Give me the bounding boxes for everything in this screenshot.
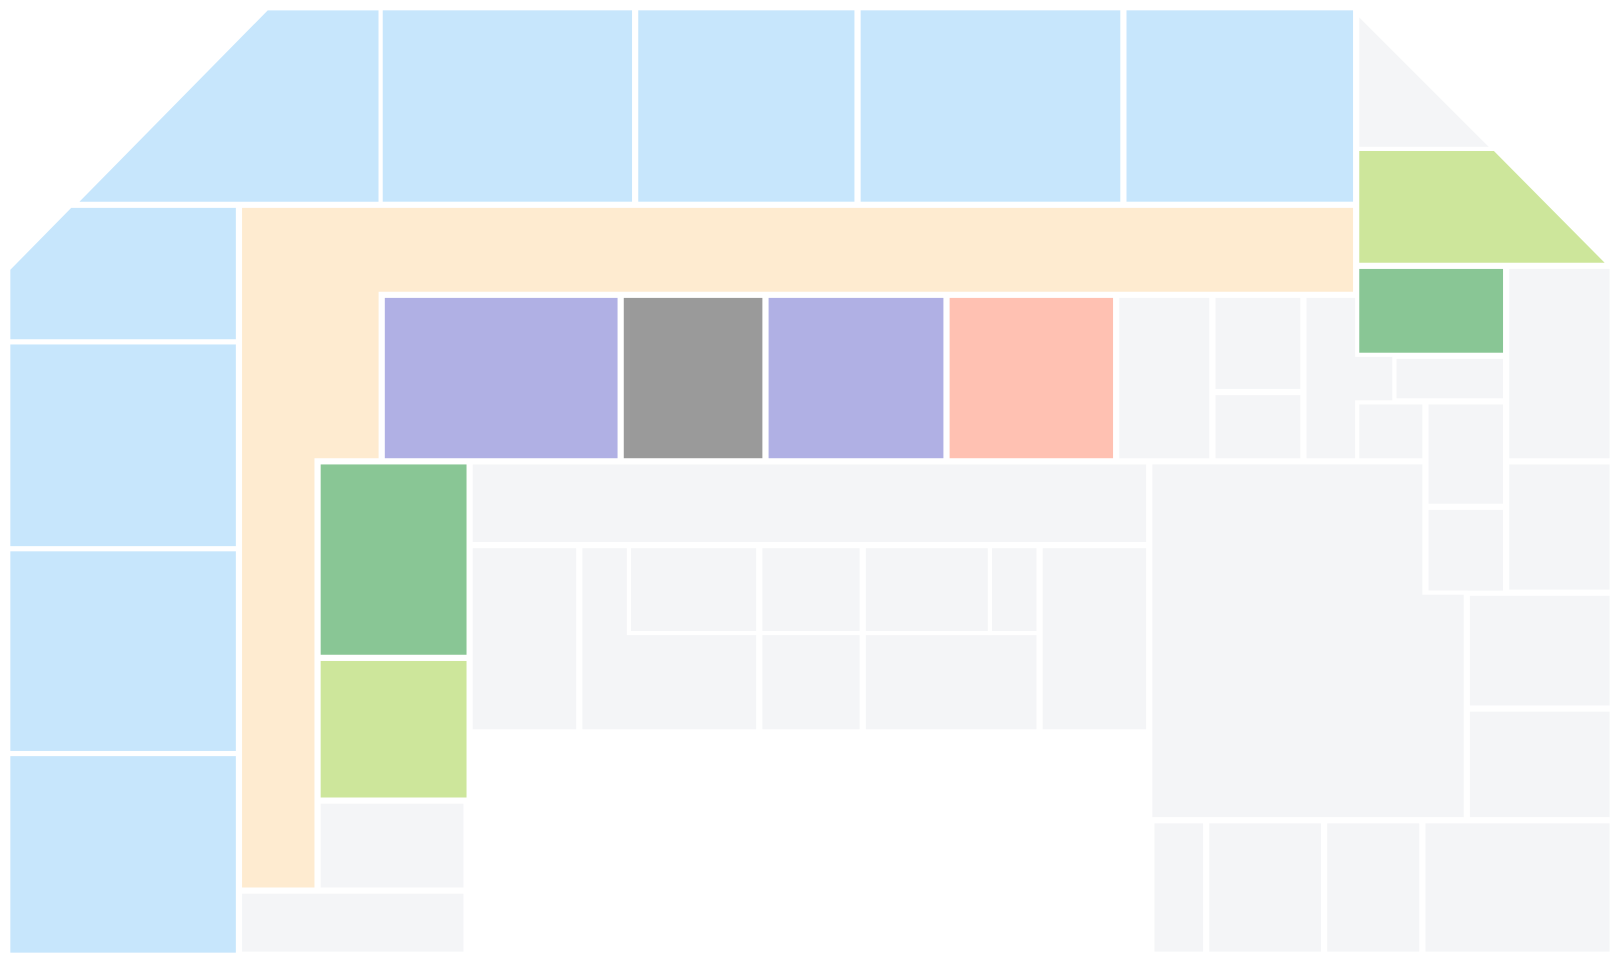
room <box>1205 819 1326 956</box>
room <box>1323 819 1424 956</box>
room <box>237 889 468 956</box>
room <box>1424 400 1508 508</box>
room <box>1505 460 1614 594</box>
room <box>1355 400 1427 463</box>
rooms <box>6 6 1615 957</box>
room <box>6 547 240 756</box>
room <box>764 293 948 463</box>
room <box>861 630 1041 734</box>
room <box>1150 819 1208 956</box>
room <box>6 340 240 551</box>
room <box>1122 6 1358 206</box>
room <box>945 293 1118 463</box>
room <box>316 799 468 892</box>
room <box>468 460 1151 547</box>
room <box>1505 264 1614 463</box>
room <box>758 544 864 636</box>
room <box>1424 505 1508 595</box>
room <box>1355 264 1508 357</box>
room <box>1421 819 1614 956</box>
room <box>378 6 637 206</box>
room <box>987 544 1041 636</box>
room <box>861 544 993 636</box>
courtyard <box>467 733 1152 955</box>
room <box>316 656 471 802</box>
room <box>1148 460 1468 822</box>
room <box>1038 544 1151 734</box>
room <box>619 293 767 463</box>
room <box>1211 390 1305 463</box>
room <box>316 460 471 659</box>
room <box>856 6 1125 206</box>
room <box>380 293 622 463</box>
room <box>6 751 240 957</box>
room <box>468 544 581 734</box>
room <box>758 630 864 734</box>
room <box>1211 293 1305 394</box>
room <box>1392 354 1508 403</box>
room <box>634 6 859 206</box>
room <box>626 544 761 636</box>
room <box>1465 591 1614 710</box>
room <box>1115 293 1214 463</box>
room <box>1465 707 1614 822</box>
